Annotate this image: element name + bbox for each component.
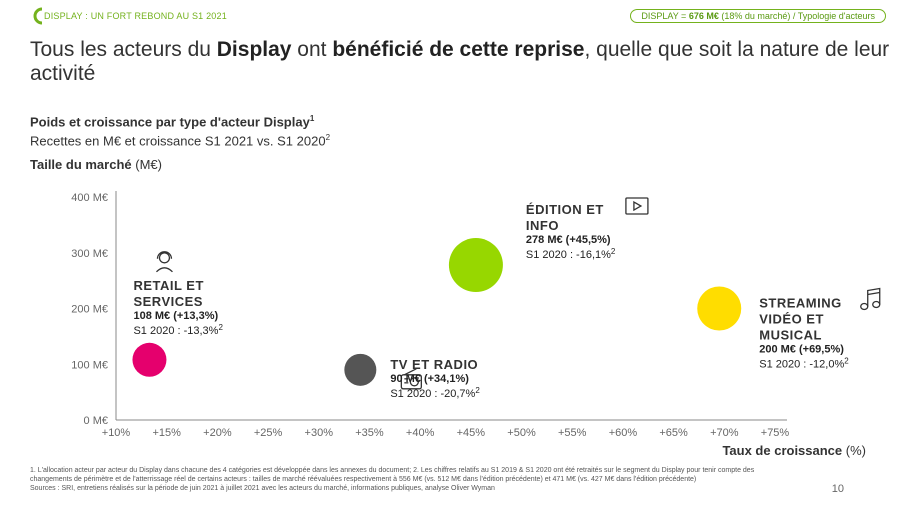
icon-head xyxy=(158,252,171,264)
icon-antenna xyxy=(404,368,417,376)
y-tick-label: 300 M€ xyxy=(71,248,108,260)
x-axis-title: Taux de croissance (%) xyxy=(722,443,866,458)
icon-note-stems xyxy=(867,287,881,307)
subtitle-line-2: Recettes en M€ et croissance S1 2021 vs.… xyxy=(30,133,326,149)
x-tick-label: +15% xyxy=(152,427,181,439)
play-icon xyxy=(625,197,649,215)
page-number: 10 xyxy=(831,483,844,495)
footnote-line-2: changements de périmètre et de l'atterri… xyxy=(30,476,697,483)
bubble-point xyxy=(132,342,167,377)
point-name-label: SERVICES xyxy=(133,294,203,309)
point-previous-label: S1 2020 : -12,0%2 xyxy=(759,357,849,371)
x-tick-label: +35% xyxy=(355,427,384,439)
title-bold-1: Display xyxy=(216,38,292,61)
icon-speaker xyxy=(409,377,419,387)
icon-screen xyxy=(625,197,649,215)
icon-headband xyxy=(156,251,173,259)
icon-radio-body xyxy=(400,374,422,390)
x-tick-label: +55% xyxy=(558,427,587,439)
footnote-line-1: 1. L'allocation acteur par acteur du Dis… xyxy=(30,467,755,474)
point-value-label: 278 M€ (+45,5%) xyxy=(526,234,611,246)
subtitle-sup-1: 1 xyxy=(309,114,315,123)
point-value-label: 200 M€ (+69,5%) xyxy=(759,344,844,356)
market-size-badge: DISPLAY = 676 M€ (18% du marché) / Typol… xyxy=(630,9,886,23)
music-note-icon xyxy=(860,287,881,311)
point-name-label: VIDÉO ET xyxy=(759,312,824,327)
x-tick-label: +75% xyxy=(761,427,790,439)
footnote: 1. L'allocation acteur par acteur du Dis… xyxy=(30,466,880,493)
person-headset-icon xyxy=(155,251,173,273)
x-tick-label: +25% xyxy=(254,427,283,439)
point-name-label: MUSICAL xyxy=(759,328,822,343)
x-axis-title-unit: (%) xyxy=(842,443,866,458)
point-footnote-sup: 2 xyxy=(218,323,223,332)
y-tick-label: 0 M€ xyxy=(84,415,108,427)
y-axis-title-bold: Taille du marché xyxy=(30,157,132,172)
footnote-sources: Sources : SRI, entretiens réalisés sur l… xyxy=(30,485,495,492)
bubble-point xyxy=(448,238,503,293)
title-part-1: Tous les acteurs du xyxy=(30,38,217,61)
y-axis-title: Taille du marché (M€) xyxy=(30,157,162,172)
x-tick-label: +30% xyxy=(305,427,334,439)
point-name-label: ÉDITION ET xyxy=(526,202,604,217)
radio-icon xyxy=(400,368,422,390)
point-name-label: STREAMING xyxy=(759,296,842,311)
point-footnote-sup: 2 xyxy=(611,247,616,256)
page-title: Tous les acteurs du Display ont bénéfici… xyxy=(30,38,890,86)
brand-logo-icon xyxy=(33,7,43,25)
icon-note-beam xyxy=(867,291,880,296)
bubble-point xyxy=(697,286,742,331)
point-footnote-sup: 2 xyxy=(475,386,480,395)
badge-prefix: DISPLAY = xyxy=(641,11,689,21)
point-previous-label: S1 2020 : -16,1%2 xyxy=(526,247,616,261)
title-part-2: ont xyxy=(291,38,333,61)
point-name-label: RETAIL ET xyxy=(133,278,203,293)
subtitle-line-1: Poids et croissance par type d'acteur Di… xyxy=(30,114,310,130)
x-tick-label: +50% xyxy=(507,427,536,439)
bubble-point xyxy=(344,353,377,386)
icon-play-triangle xyxy=(633,200,643,212)
breadcrumb: DISPLAY : UN FORT REBOND AU S1 2021 xyxy=(44,11,227,21)
y-axis-title-unit: (M€) xyxy=(131,157,162,172)
x-tick-label: +60% xyxy=(609,427,638,439)
icon-shoulders xyxy=(155,267,173,273)
x-axis-title-bold: Taux de croissance xyxy=(722,443,843,458)
x-tick-label: +70% xyxy=(710,427,739,439)
title-part-3: , quelle que soit la nature de leur acti… xyxy=(30,38,890,85)
x-tick-label: +65% xyxy=(659,427,688,439)
badge-value: 676 M€ xyxy=(688,11,719,21)
y-tick-label: 100 M€ xyxy=(71,359,108,371)
point-previous-label: S1 2020 : -20,7%2 xyxy=(390,386,480,400)
chart-subtitle: Poids et croissance par type d'acteur Di… xyxy=(30,111,330,150)
badge-suffix: (18% du marché) / Typologie d'acteurs xyxy=(718,11,875,21)
title-bold-2: bénéficié de cette reprise xyxy=(332,38,585,61)
point-footnote-sup: 2 xyxy=(844,357,849,366)
point-name-label: INFO xyxy=(526,218,559,233)
y-tick-label: 200 M€ xyxy=(71,304,108,316)
subtitle-sup-2: 2 xyxy=(325,133,331,143)
x-tick-label: +45% xyxy=(457,427,486,439)
icon-note-head-1 xyxy=(860,302,869,311)
x-tick-label: +40% xyxy=(406,427,435,439)
icon-note-head-2 xyxy=(872,300,881,309)
x-tick-label: +20% xyxy=(203,427,232,439)
point-value-label: 90 M€ (+34,1%) xyxy=(390,373,469,385)
point-previous-label: S1 2020 : -13,3%2 xyxy=(133,323,223,337)
x-tick-label: +10% xyxy=(102,427,131,439)
y-tick-label: 400 M€ xyxy=(71,192,108,204)
point-name-label: TV ET RADIO xyxy=(390,357,478,372)
point-value-label: 108 M€ (+13,3%) xyxy=(133,310,218,322)
